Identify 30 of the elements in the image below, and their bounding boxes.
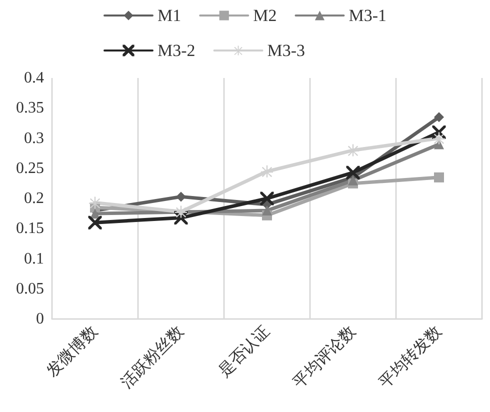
point — [90, 208, 100, 219]
legend-label: M3-3 — [267, 41, 306, 60]
x-tick-label: 发微博数 — [43, 322, 102, 380]
y-tick-label: 0.35 — [16, 100, 44, 117]
y-tick-label: 0.05 — [16, 280, 44, 298]
x-tick-label: 平均评论数 — [290, 322, 360, 392]
y-tick-label: 0.1 — [24, 250, 44, 268]
point — [348, 175, 358, 186]
point — [434, 139, 444, 150]
y-tick-label: 0.4 — [24, 70, 44, 86]
point — [89, 196, 101, 209]
point — [175, 206, 187, 218]
point — [176, 192, 186, 202]
point — [434, 112, 444, 122]
y-tick-label: 0 — [36, 310, 44, 328]
point — [262, 206, 272, 216]
y-tick-label: 0.25 — [16, 160, 44, 177]
y-tick-label: 0.2 — [24, 190, 44, 207]
x-tick-label: 是否认证 — [215, 322, 274, 380]
legend-label: M3-2 — [157, 41, 196, 60]
legend-label: M2 — [253, 6, 277, 25]
y-tick-label: 0.3 — [24, 130, 44, 147]
legend-label: M3-1 — [348, 6, 387, 25]
legend-label: M1 — [157, 6, 182, 25]
x-tick-label: 活跃粉丝数 — [118, 322, 188, 392]
y-tick-label: 0.15 — [16, 220, 44, 238]
point — [347, 144, 359, 156]
x-tick-label: 平均转发数 — [376, 322, 446, 392]
point — [433, 132, 445, 144]
point — [434, 172, 444, 182]
